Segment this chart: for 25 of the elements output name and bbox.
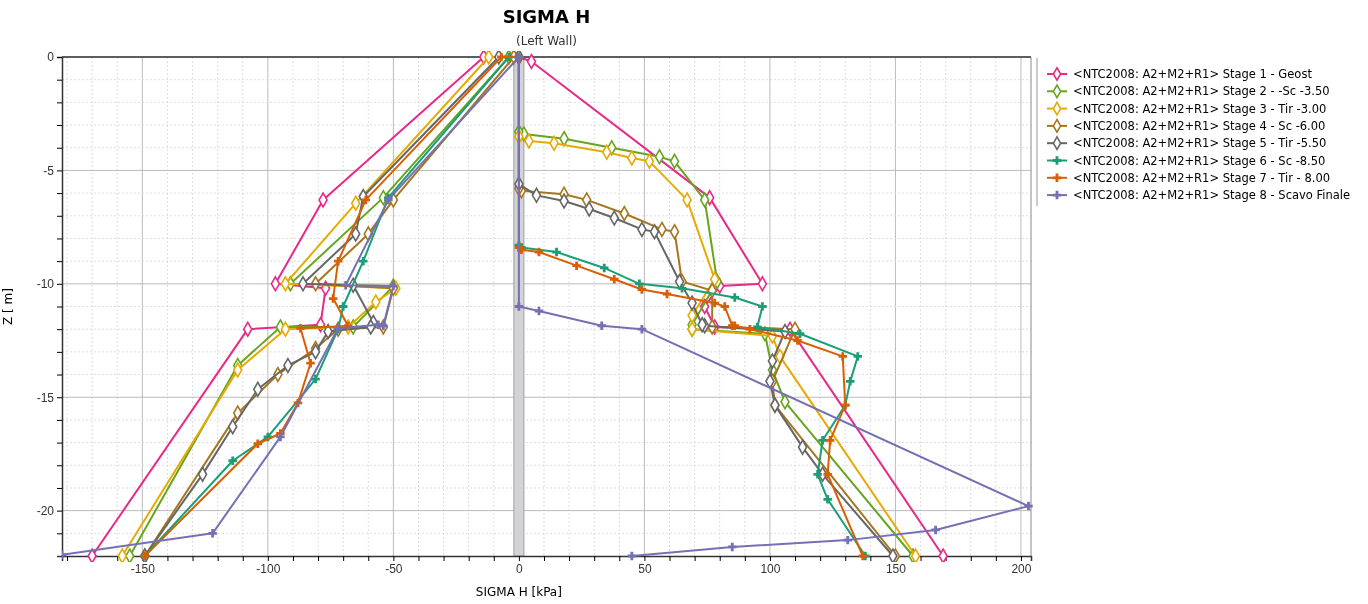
legend-label: <NTC2008: A2+M2+R1> Stage 2 - -Sc -3.50 (1073, 84, 1330, 99)
x-tick-label: -50 (385, 561, 403, 576)
legend-label: <NTC2008: A2+M2+R1> Stage 7 - Tir - 8.00 (1073, 170, 1331, 185)
x-tick-label: -150 (130, 561, 156, 576)
x-tick-label: 150 (885, 561, 907, 576)
legend-label: <NTC2008: A2+M2+R1> Stage 8 - Scavo Finale (1073, 188, 1351, 203)
legend-label: <NTC2008: A2+M2+R1> Stage 3 - Tir -3.00 (1073, 101, 1327, 116)
legend-label: <NTC2008: A2+M2+R1> Stage 6 - Sc -8.50 (1073, 153, 1326, 168)
x-tick-label: 200 (1011, 561, 1032, 576)
legend-label: <NTC2008: A2+M2+R1> Stage 4 - Sc -6.00 (1073, 118, 1326, 133)
y-tick-label: 0 (47, 50, 55, 65)
y-tick-label: -10 (36, 277, 55, 292)
x-tick-label: 0 (516, 561, 524, 576)
y-tick-label: -20 (36, 503, 55, 518)
x-axis-title: SIGMA H [kPa] (475, 585, 562, 599)
y-axis-title: Z [ m] (1, 288, 15, 325)
chart-subtitle: (Left Wall) (516, 34, 577, 48)
y-tick-label: -15 (36, 390, 55, 405)
legend-label: <NTC2008: A2+M2+R1> Stage 5 - Tir -5.50 (1073, 136, 1327, 151)
y-tick-label: -5 (43, 163, 55, 178)
x-tick-label: -100 (256, 561, 281, 576)
x-tick-label: 50 (638, 561, 652, 576)
legend-label: <NTC2008: A2+M2+R1> Stage 1 - Geost (1073, 67, 1313, 81)
x-tick-label: 100 (760, 561, 781, 576)
chart-title: SIGMA H (502, 6, 591, 27)
